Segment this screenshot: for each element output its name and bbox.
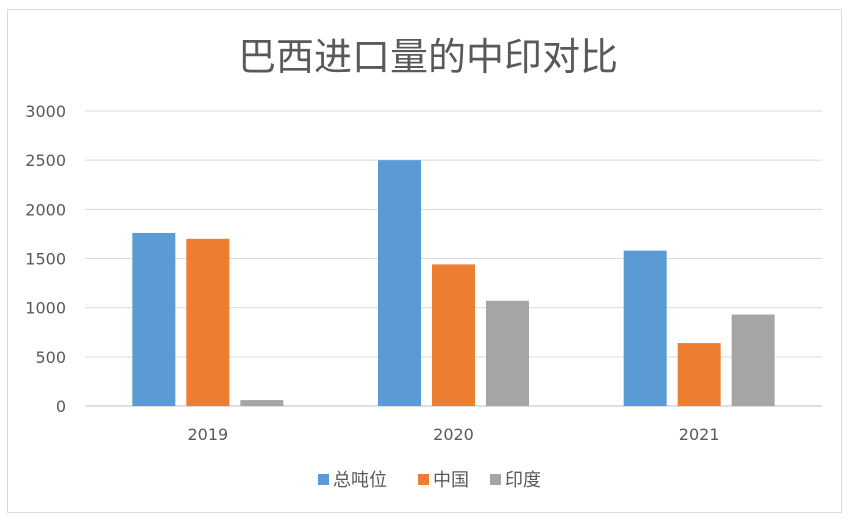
y-tick-label: 2500 — [25, 151, 66, 170]
bar-2020-1 — [378, 160, 421, 406]
chart-title: 巴西进口量的中印对比 — [238, 35, 618, 79]
x-tick-label: 2021 — [679, 425, 720, 444]
y-tick-label: 1500 — [25, 250, 66, 269]
legend-label: 中国 — [433, 470, 469, 491]
x-tick-label: 2020 — [433, 425, 474, 444]
bar-2020-2 — [432, 264, 475, 406]
y-tick-label: 0 — [56, 397, 66, 416]
legend: 总吨位 中国 印度 — [318, 470, 541, 491]
y-tick-label: 500 — [35, 348, 66, 367]
y-tick-label: 3000 — [25, 102, 66, 121]
bar-2021-3 — [731, 314, 775, 406]
bar-2019-2 — [186, 238, 230, 406]
bar-2019-3 — [240, 400, 284, 406]
legend-label: 总吨位 — [333, 470, 387, 491]
legend-swatch — [418, 474, 429, 485]
y-axis-ticks: 0 500 1000 1500 2000 2500 3000 — [25, 102, 66, 416]
x-axis-ticks: 2019 2020 2021 — [187, 425, 719, 444]
legend-swatch — [490, 474, 501, 485]
bar-2019-1 — [132, 232, 176, 406]
legend-swatch — [318, 474, 329, 485]
x-tick-label: 2019 — [187, 425, 228, 444]
y-tick-label: 1000 — [25, 299, 66, 318]
bars — [132, 160, 775, 406]
bar-2020-3 — [486, 300, 529, 406]
bar-2021-2 — [677, 343, 721, 406]
y-tick-label: 2000 — [25, 200, 66, 219]
legend-label: 印度 — [505, 470, 541, 491]
bar-2021-1 — [623, 250, 667, 406]
